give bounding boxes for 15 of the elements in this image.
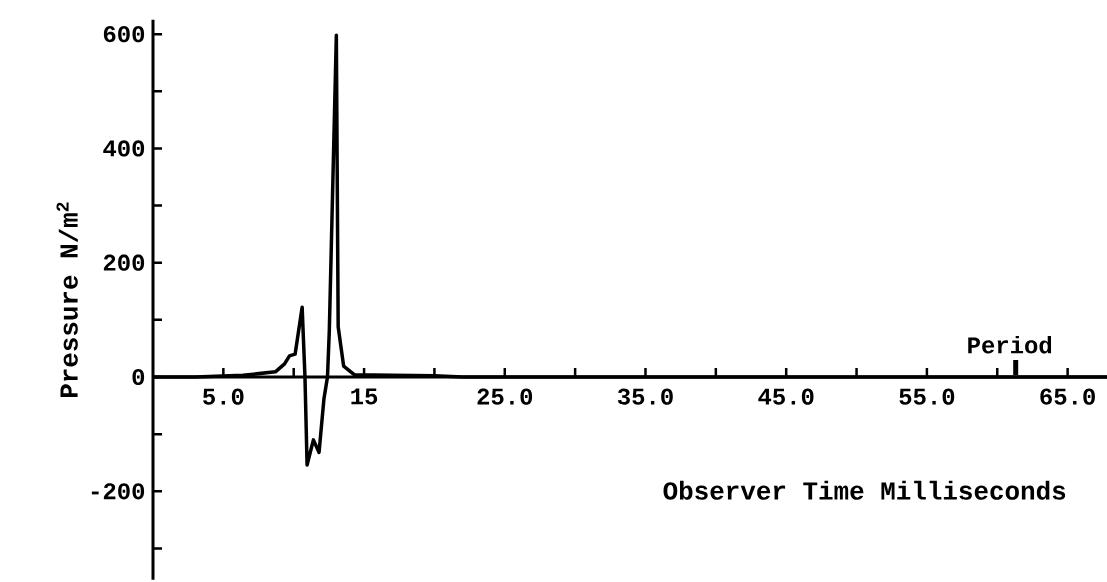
x-tick-label: 25.0 xyxy=(477,388,533,405)
y-tick-label: 400 xyxy=(103,140,145,157)
x-tick-label: 65.0 xyxy=(1040,388,1095,405)
y-tick-label: 0 xyxy=(132,368,145,386)
y-tick-label: 200 xyxy=(103,254,145,271)
x-tick-label: 15 xyxy=(351,388,378,405)
x-axis-title: Observer Time Milliseconds xyxy=(663,480,1066,500)
y-tick-label: 600 xyxy=(103,26,145,43)
x-tick-label: 5.0 xyxy=(203,388,244,405)
y-tick-label: -200 xyxy=(91,483,145,500)
x-tick-label: 35.0 xyxy=(617,388,673,405)
x-tick-label: 45.0 xyxy=(758,388,814,405)
annotation: Period xyxy=(968,335,1052,354)
x-tick-label: 55.0 xyxy=(899,388,955,405)
y-axis-title: Pressure N/m$^{2}$ xyxy=(56,202,78,398)
